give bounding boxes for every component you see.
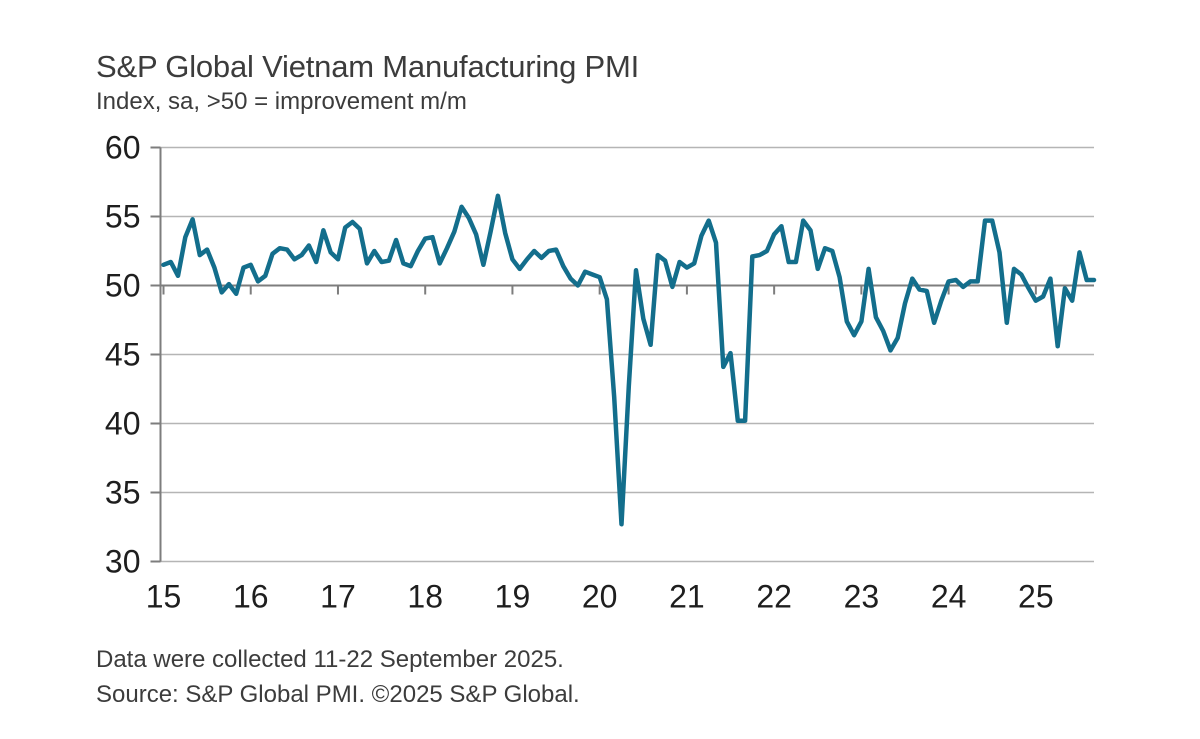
y-tick-label-30: 30	[105, 544, 141, 580]
y-tick-label-60: 60	[105, 130, 141, 166]
footnote-collection-dates: Data were collected 11-22 September 2025…	[96, 646, 564, 673]
y-tick-label-35: 35	[105, 475, 141, 511]
x-tick-label-19: 19	[495, 579, 531, 615]
x-tick-label-20: 20	[582, 579, 618, 615]
x-tick-label-23: 23	[844, 579, 880, 615]
x-tick-label-22: 22	[756, 579, 792, 615]
x-tick-label-21: 21	[669, 579, 705, 615]
y-tick-label-50: 50	[105, 268, 141, 304]
x-tick-label-24: 24	[931, 579, 967, 615]
y-tick-label-45: 45	[105, 337, 141, 373]
x-tick-label-18: 18	[407, 579, 443, 615]
x-tick-label-16: 16	[233, 579, 269, 615]
y-tick-label-55: 55	[105, 199, 141, 235]
chart-title: S&P Global Vietnam Manufacturing PMI	[96, 49, 640, 84]
x-tick-label-15: 15	[146, 579, 182, 615]
x-tick-label-25: 25	[1018, 579, 1054, 615]
pmi-series-line	[161, 193, 1097, 527]
y-tick-label-40: 40	[105, 406, 141, 442]
x-tick-label-17: 17	[320, 579, 356, 615]
footnote-source: Source: S&P Global PMI. ©2025 S&P Global…	[96, 681, 580, 708]
chart-subtitle: Index, sa, >50 = improvement m/m	[96, 88, 467, 115]
